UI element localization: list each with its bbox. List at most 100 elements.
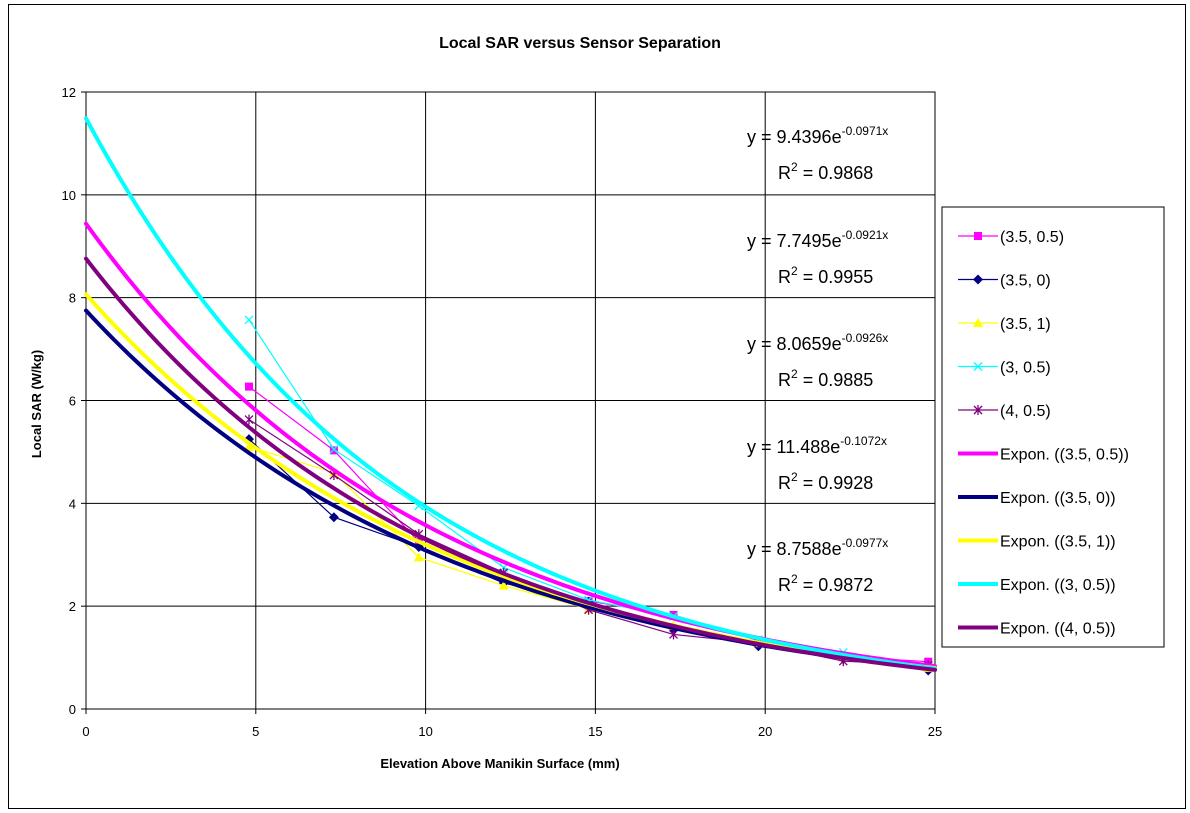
x-tick-label: 0 bbox=[82, 724, 89, 739]
legend-label: (3.5, 1) bbox=[1000, 316, 1051, 333]
legend-entry-trendline-4: Expon. ((3, 0.5)) bbox=[958, 577, 1116, 594]
r-squared-text: R2 = 0.9868 bbox=[778, 160, 873, 183]
legend-entry-trendline-3: Expon. ((3.5, 1)) bbox=[958, 534, 1116, 551]
marker-shape bbox=[974, 232, 982, 240]
r-squared-value: = 0.9885 bbox=[798, 370, 874, 390]
equation-2: y = 7.7495e-0.0921x R2 = 0.9955 bbox=[747, 228, 888, 287]
marker-shape bbox=[498, 580, 509, 590]
legend-entry-series-5: (4, 0.5) bbox=[958, 403, 1051, 420]
legend-entry-trendline-2: Expon. ((3.5, 0)) bbox=[958, 490, 1116, 507]
trendline-5 bbox=[84, 256, 937, 672]
plot-area: 0 2 4 6 8 10 12 0 5 10 15 20 25 bbox=[62, 85, 943, 739]
x-tick-label: 20 bbox=[758, 724, 772, 739]
legend: (3.5, 0.5) (3.5, 0) (3.5, 1) (3, 0.5) (4, 0.… bbox=[941, 206, 1165, 648]
equation-text: y = 11.488e-0.1072x bbox=[747, 434, 887, 457]
data-point bbox=[669, 629, 678, 640]
trendline-4 bbox=[84, 116, 937, 671]
equation-base: y = 8.0659e bbox=[747, 334, 842, 354]
y-tick-label: 6 bbox=[69, 394, 76, 409]
data-point bbox=[329, 444, 339, 454]
marker-shape bbox=[244, 441, 255, 451]
plot-border bbox=[85, 91, 936, 710]
y-tick-label: 4 bbox=[69, 496, 76, 511]
y-tick-label: 8 bbox=[69, 291, 76, 306]
legend-entry-trendline-5: Expon. ((4, 0.5)) bbox=[958, 621, 1116, 638]
r-squared-text: R2 = 0.9885 bbox=[778, 367, 873, 390]
data-point bbox=[413, 552, 424, 562]
marker-shape bbox=[413, 552, 424, 562]
r-squared-value: = 0.9928 bbox=[798, 473, 874, 493]
marker-shape bbox=[328, 512, 339, 523]
equation-3: y = 8.0659e-0.0926x R2 = 0.9885 bbox=[747, 331, 888, 390]
r-superscript: 2 bbox=[791, 367, 798, 381]
r-label: R bbox=[778, 370, 791, 390]
legend-label: (3.5, 0.5) bbox=[1000, 229, 1064, 246]
r-squared-value: = 0.9868 bbox=[798, 163, 874, 183]
legend-label: (4, 0.5) bbox=[1000, 403, 1051, 420]
data-point bbox=[245, 382, 254, 391]
legend-label: Expon. ((4, 0.5)) bbox=[1000, 621, 1116, 638]
equation-base: y = 9.4396e bbox=[747, 127, 842, 147]
legend-entry-series-3: (3.5, 1) bbox=[958, 316, 1051, 333]
x-tick-label: 25 bbox=[928, 724, 942, 739]
r-squared-text: R2 = 0.9928 bbox=[778, 470, 873, 493]
legend-label: (3, 0.5) bbox=[1000, 360, 1051, 377]
legend-marker bbox=[973, 318, 983, 327]
legend-entry-series-1: (3.5, 0.5) bbox=[958, 229, 1064, 246]
legend-label: (3.5, 0) bbox=[1000, 273, 1051, 290]
equation-exponent: -0.1072x bbox=[840, 434, 887, 448]
chart-title: Local SAR versus Sensor Separation bbox=[439, 35, 721, 52]
legend-entry-series-4: (3, 0.5) bbox=[958, 360, 1051, 377]
r-label: R bbox=[778, 267, 791, 287]
equation-text: y = 8.7588e-0.0977x bbox=[747, 536, 888, 559]
data-point bbox=[244, 414, 254, 425]
data-point bbox=[244, 441, 255, 451]
legend-label: Expon. ((3.5, 1)) bbox=[1000, 534, 1116, 551]
data-point bbox=[329, 446, 338, 455]
equation-base: y = 11.488e bbox=[747, 437, 840, 457]
r-squared-value: = 0.9872 bbox=[798, 575, 874, 595]
y-axis-title: Local SAR (W/kg) bbox=[29, 350, 44, 458]
marker-shape bbox=[329, 446, 338, 455]
legend-label: Expon. ((3.5, 0.5)) bbox=[1000, 447, 1129, 464]
marker-shape bbox=[973, 318, 983, 327]
r-squared-value: = 0.9955 bbox=[798, 267, 874, 287]
r-squared-text: R2 = 0.9955 bbox=[778, 264, 873, 287]
legend-entry-series-2: (3.5, 0) bbox=[958, 273, 1051, 290]
legend-label: Expon. ((3, 0.5)) bbox=[1000, 577, 1116, 594]
x-tick-label: 10 bbox=[418, 724, 432, 739]
legend-label: Expon. ((3.5, 0)) bbox=[1000, 490, 1116, 507]
data-point bbox=[244, 315, 254, 325]
x-axis-title: Elevation Above Manikin Surface (mm) bbox=[380, 756, 619, 771]
r-superscript: 2 bbox=[791, 160, 798, 174]
legend-entry-trendline-1: Expon. ((3.5, 0.5)) bbox=[958, 447, 1129, 464]
equation-base: y = 8.7588e bbox=[747, 539, 842, 559]
equation-exponent: -0.0971x bbox=[842, 124, 889, 138]
r-superscript: 2 bbox=[791, 264, 798, 278]
equation-text: y = 8.0659e-0.0926x bbox=[747, 331, 888, 354]
equation-text: y = 9.4396e-0.0971x bbox=[747, 124, 888, 147]
r-superscript: 2 bbox=[791, 572, 798, 586]
x-tick-label: 5 bbox=[252, 724, 259, 739]
marker-stroke bbox=[973, 362, 983, 371]
marker-stroke bbox=[329, 444, 339, 454]
equation-exponent: -0.0921x bbox=[842, 228, 889, 242]
x-tick-label: 15 bbox=[588, 724, 602, 739]
equation-5: y = 8.7588e-0.0977x R2 = 0.9872 bbox=[747, 536, 888, 595]
y-tick-label: 10 bbox=[62, 188, 76, 203]
chart-frame bbox=[8, 4, 1186, 809]
data-point bbox=[498, 580, 509, 590]
r-label: R bbox=[778, 163, 791, 183]
y-tick-label: 0 bbox=[69, 702, 76, 717]
marker-shape bbox=[973, 274, 983, 285]
equation-base: y = 7.7495e bbox=[747, 231, 842, 251]
r-squared-text: R2 = 0.9872 bbox=[778, 572, 873, 595]
marker-shape bbox=[245, 382, 254, 391]
marker-stroke bbox=[244, 315, 254, 325]
equation-text: y = 7.7495e-0.0921x bbox=[747, 228, 888, 251]
legend-marker bbox=[973, 274, 983, 285]
equation-4: y = 11.488e-0.1072x R2 = 0.9928 bbox=[747, 434, 887, 493]
data-point bbox=[328, 512, 339, 523]
